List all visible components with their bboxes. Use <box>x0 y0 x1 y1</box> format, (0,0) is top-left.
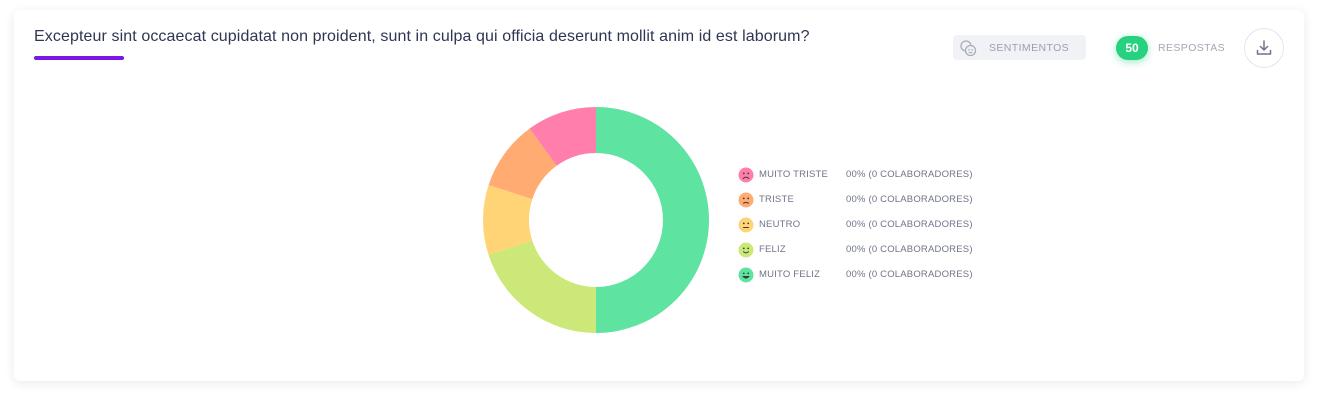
title-underline <box>34 56 124 60</box>
donut-slice-sad-face[interactable] <box>488 128 557 200</box>
legend-label: MUITO FELIZ <box>759 269 821 280</box>
legend-value: 00% (0 COLABORADORES) <box>846 244 973 255</box>
donut-slice-happy-face[interactable] <box>488 240 596 333</box>
donut-slice-very-sad-face[interactable] <box>529 107 596 166</box>
sad-face-icon <box>738 192 754 208</box>
very-sad-face-icon <box>738 167 754 183</box>
sentiments-button[interactable]: SENTIMENTOS <box>953 35 1086 60</box>
donut-slice-very-happy-face[interactable] <box>596 107 709 333</box>
chart-legend: MUITO TRISTE 00% (0 COLABORADORES) TRISTE… <box>738 162 973 287</box>
sentiment-icon <box>959 39 977 57</box>
sentiment-donut-chart <box>483 107 709 333</box>
legend-value: 00% (0 COLABORADORES) <box>846 269 973 280</box>
legend-label: FELIZ <box>759 244 786 255</box>
legend-item: NEUTRO 00% (0 COLABORADORES) <box>738 212 973 237</box>
very-happy-face-icon <box>738 267 754 283</box>
legend-label: MUITO TRISTE <box>759 169 829 180</box>
responses-label: RESPOSTAS <box>1158 42 1226 54</box>
download-button[interactable] <box>1244 28 1284 68</box>
responses-count-badge: 50 <box>1116 36 1148 60</box>
legend-item: MUITO TRISTE 00% (0 COLABORADORES) <box>738 162 973 187</box>
legend-item: MUITO FELIZ 00% (0 COLABORADORES) <box>738 262 973 287</box>
donut-slice-neutral-face[interactable] <box>483 185 533 255</box>
download-icon <box>1254 38 1274 58</box>
legend-item: FELIZ 00% (0 COLABORADORES) <box>738 237 973 262</box>
legend-value: 00% (0 COLABORADORES) <box>846 194 973 205</box>
legend-value: 00% (0 COLABORADORES) <box>846 169 973 180</box>
sentiments-label: SENTIMENTOS <box>989 41 1070 54</box>
happy-face-icon <box>738 242 754 258</box>
neutral-face-icon <box>738 217 754 233</box>
legend-label: NEUTRO <box>759 219 801 230</box>
question-title: Excepteur sint occaecat cupidatat non pr… <box>34 28 810 45</box>
question-card: Excepteur sint occaecat cupidatat non pr… <box>14 10 1304 381</box>
legend-label: TRISTE <box>759 194 794 205</box>
legend-value: 00% (0 COLABORADORES) <box>846 219 973 230</box>
legend-item: TRISTE 00% (0 COLABORADORES) <box>738 187 973 212</box>
